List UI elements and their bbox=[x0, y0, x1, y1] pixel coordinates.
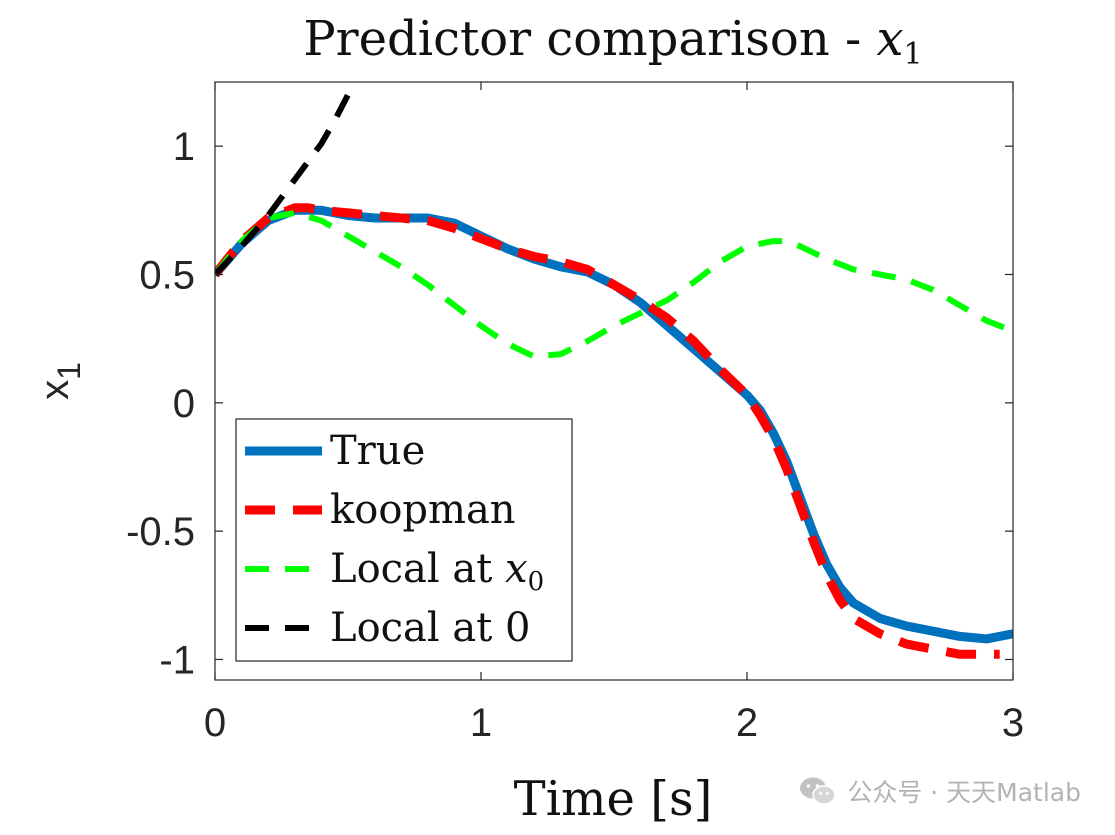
series-line-koopman bbox=[215, 203, 1000, 659]
watermark: 公众号 · 天天Matlab bbox=[799, 773, 1081, 809]
legend-swatches bbox=[245, 446, 322, 631]
chart-title: Predictor comparison - x1 bbox=[303, 11, 922, 72]
svg-text:x1: x1 bbox=[33, 362, 87, 400]
series-line-local-at-0 bbox=[215, 93, 351, 277]
series-line-local-at-x0 bbox=[215, 209, 1013, 360]
legend-box bbox=[235, 418, 573, 662]
series-layer bbox=[215, 93, 1013, 659]
watermark-text: 公众号 · 天天Matlab bbox=[847, 778, 1081, 807]
series-line-true bbox=[215, 205, 1013, 644]
chart-title-math: x bbox=[876, 11, 903, 67]
x-tick-label: 1 bbox=[470, 701, 492, 745]
ticks-layer: 0 1 2 3 -1 -0.5 0 0.5 1 bbox=[126, 82, 1024, 745]
y-axis-label-sub: 1 bbox=[51, 362, 87, 380]
wechat-icon bbox=[800, 777, 837, 805]
y-tick-label: 0.5 bbox=[139, 253, 195, 297]
x-tick-label: 2 bbox=[736, 701, 758, 745]
chart-title-text: Predictor comparison - bbox=[303, 11, 876, 67]
y-tick-label: 1 bbox=[173, 125, 195, 169]
legend-label-local-0: Local at 0 bbox=[330, 605, 531, 651]
legend-label-true: True bbox=[330, 428, 425, 474]
x-tick-label: 0 bbox=[204, 701, 226, 745]
y-tick-label: -1 bbox=[159, 638, 195, 682]
axes-box bbox=[214, 81, 1014, 681]
legend-label-local-x0-sub: 0 bbox=[528, 567, 545, 597]
legend-label-local-x0-text: Local at bbox=[330, 546, 505, 592]
x-axis-label: Time [s] bbox=[514, 771, 713, 827]
y-tick-label: 0 bbox=[173, 382, 195, 426]
y-tick-label: -0.5 bbox=[126, 510, 195, 554]
x-tick-label: 3 bbox=[1002, 701, 1024, 745]
y-axis-label-text: x bbox=[33, 380, 77, 400]
legend-label-local-x0-math: x bbox=[505, 546, 528, 592]
legend-label-koopman: koopman bbox=[330, 487, 516, 533]
y-axis-label: x1 bbox=[33, 362, 87, 400]
legend: True koopman Local at x0 Local at 0 bbox=[235, 418, 573, 662]
chart-title-math-sub: 1 bbox=[904, 37, 923, 72]
legend-label-local-x0: Local at x0 bbox=[330, 546, 544, 597]
